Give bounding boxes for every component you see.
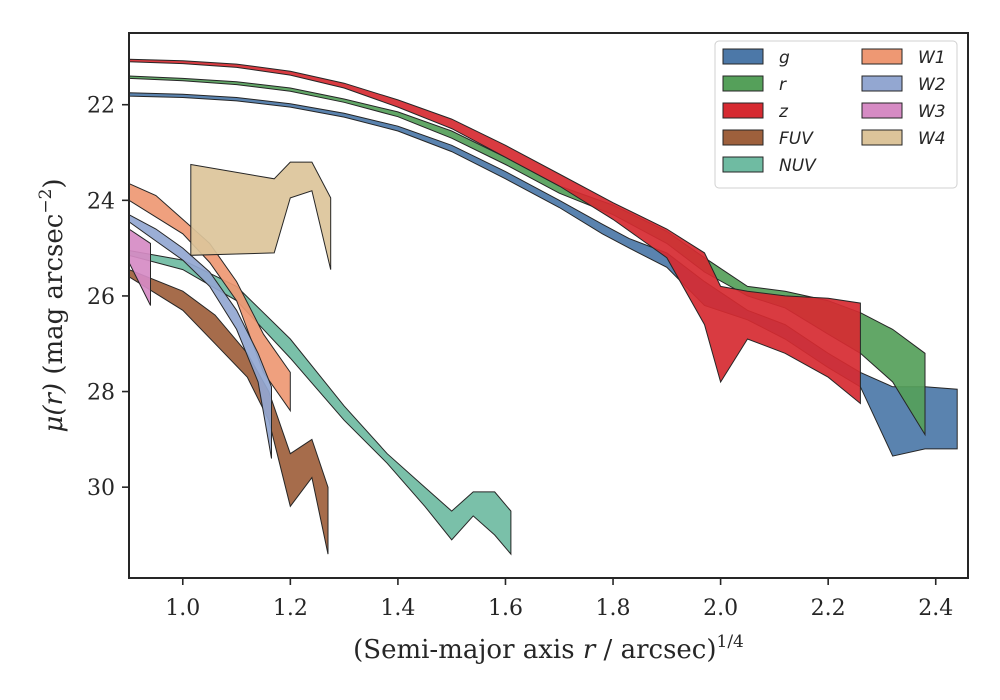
band-nuv <box>129 249 512 556</box>
y-tick-label: 24 <box>87 189 115 214</box>
y-tick-label: 26 <box>87 285 115 310</box>
x-tick-label: 1.8 <box>596 596 631 621</box>
bands-layer <box>129 58 958 556</box>
legend-label-z: z <box>778 102 789 122</box>
y-axis: 22 24 26 28 30 <box>87 94 129 501</box>
legend-swatch-fuv <box>722 129 764 146</box>
y-tick-label: 28 <box>87 381 115 406</box>
legend-label-fuv: FUV <box>779 129 814 149</box>
x-tick-label: 1.4 <box>380 596 415 621</box>
y-tick-label: 30 <box>87 476 115 501</box>
x-axis: 1.0 1.2 1.4 1.6 1.8 2.0 2.2 2.4 <box>165 578 953 621</box>
band-w2 <box>129 214 272 459</box>
legend-swatch-z <box>722 102 764 119</box>
plot-frame <box>128 32 969 579</box>
legend-label-w3: W3 <box>918 102 946 122</box>
x-tick-label: 2.0 <box>703 596 738 621</box>
legend: grz FUV NUV W1 W2 W3 W4 <box>714 40 958 189</box>
legend-swatch-g <box>722 48 764 65</box>
x-tick-label: 2.2 <box>811 596 846 621</box>
legend-label-nuv: NUV <box>779 156 817 176</box>
x-tick-label: 1.6 <box>488 596 523 621</box>
x-tick-label: 1.2 <box>273 596 308 621</box>
legend-label-g: g <box>779 48 790 68</box>
legend-label-w4: W4 <box>918 129 946 149</box>
band-w3 <box>129 228 151 306</box>
band-z <box>129 58 861 405</box>
legend-swatch-nuv <box>722 156 764 173</box>
legend-swatch-w2 <box>861 75 903 92</box>
x-tick-label: 1.0 <box>165 596 200 621</box>
legend-swatch-w4 <box>861 129 903 146</box>
legend-label-r: r <box>779 75 787 95</box>
y-tick-label: 22 <box>87 94 115 119</box>
band-g <box>129 92 958 457</box>
legend-swatch-w1 <box>861 48 903 65</box>
y-axis-label: μ(r) (mag arcsec−2) <box>36 178 69 432</box>
band-r <box>129 75 926 437</box>
legend-swatch-w3 <box>861 102 903 119</box>
legend-label-w1: W1 <box>918 48 946 68</box>
band-fuv <box>129 269 329 555</box>
x-tick-label: 2.4 <box>918 596 953 621</box>
band-w4 <box>190 161 332 270</box>
legend-label-w2: W2 <box>918 75 946 95</box>
x-axis-label: (Semi-major axis r / arcsec)1/4 <box>353 632 744 665</box>
legend-swatch-r <box>722 75 764 92</box>
